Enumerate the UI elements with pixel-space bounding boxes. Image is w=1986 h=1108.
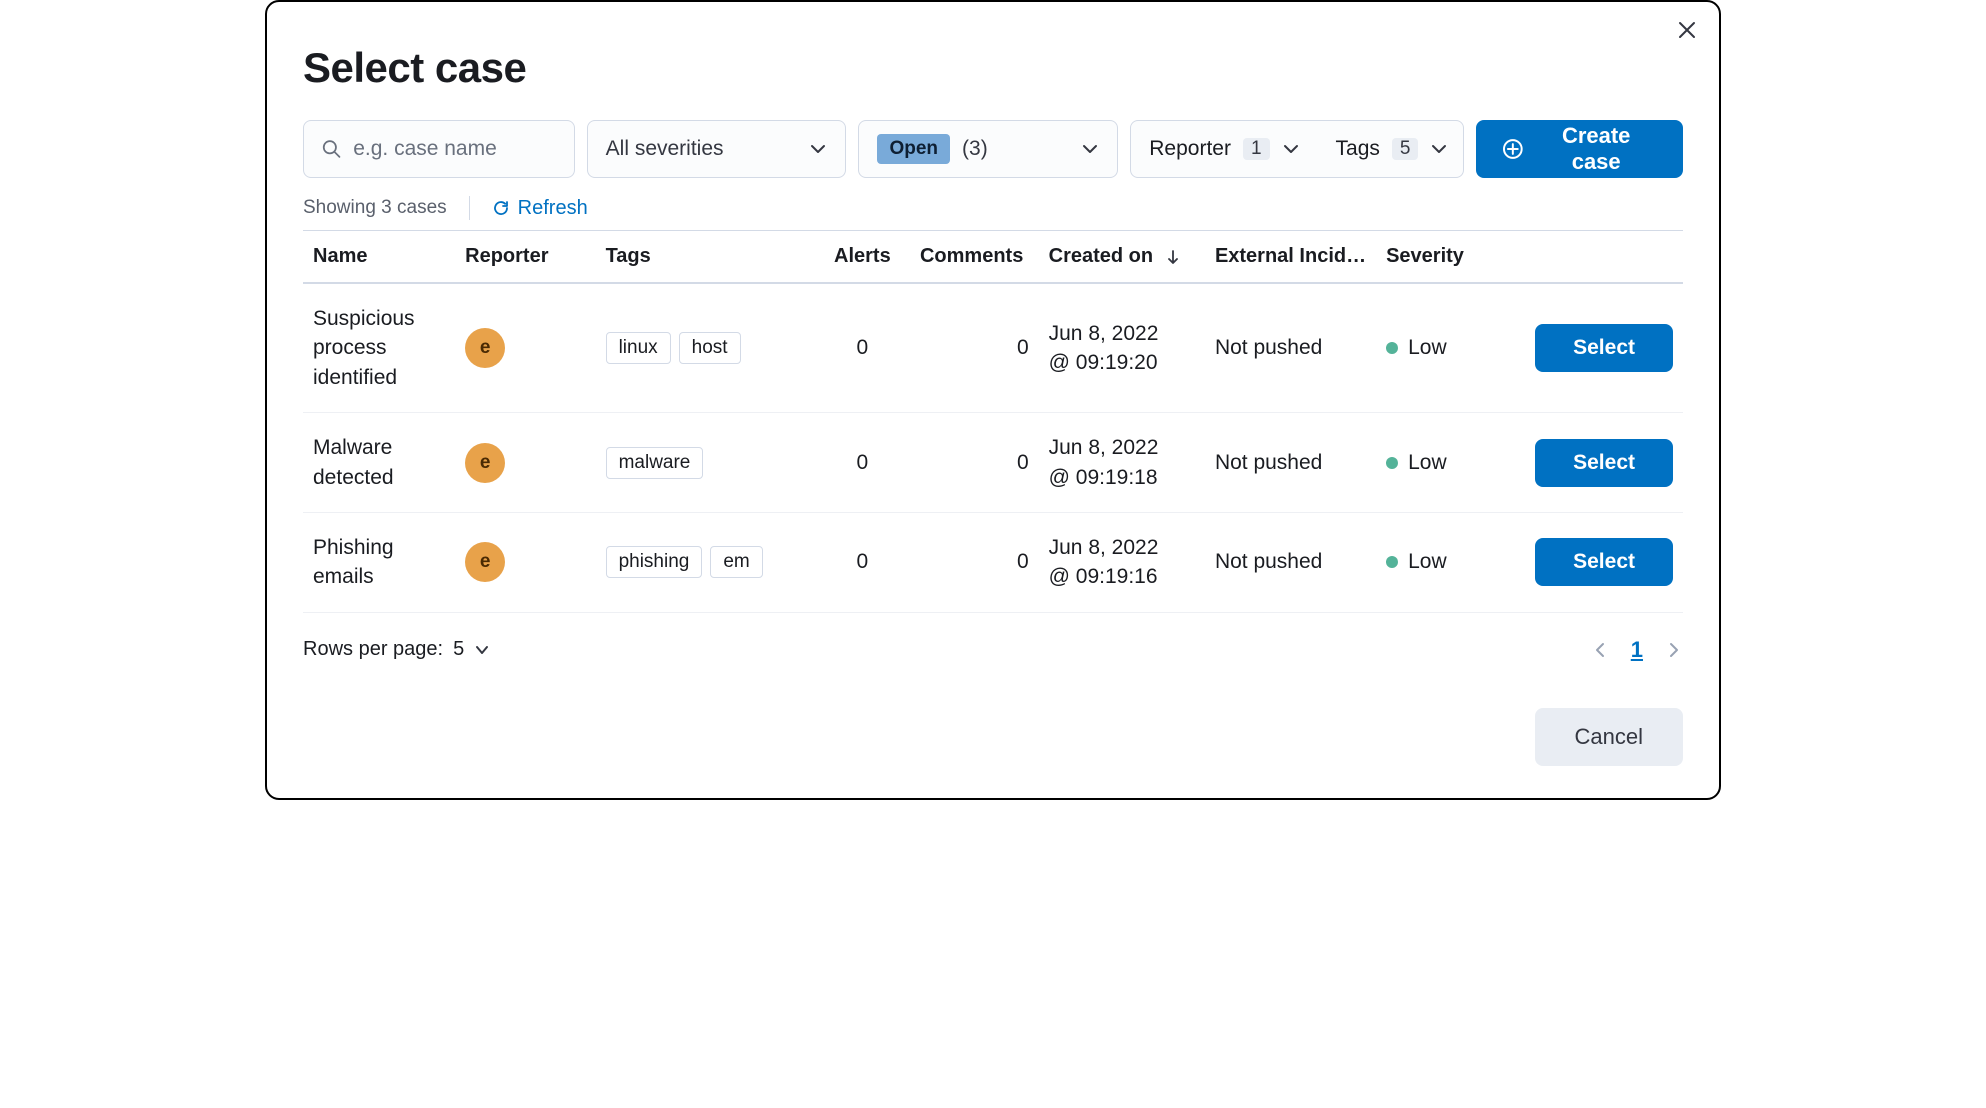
tags-count-badge: 5 [1392, 138, 1419, 160]
header-severity[interactable]: Severity [1376, 231, 1507, 284]
reporter-avatar[interactable]: e [465, 328, 505, 368]
alerts-count: 0 [815, 512, 910, 612]
chevron-down-icon [1282, 140, 1300, 158]
chevron-down-icon [1430, 140, 1448, 158]
tags-filter[interactable]: Tags 5 [1318, 121, 1464, 177]
severity-label: Low [1408, 336, 1447, 360]
select-button[interactable]: Select [1535, 324, 1673, 372]
toolbar: All severities Open (3) Reporter 1 Tags … [303, 120, 1683, 178]
cancel-button[interactable]: Cancel [1535, 708, 1683, 766]
severity-cell: Low [1386, 336, 1497, 360]
created-on: Jun 8, 2022@ 09:19:20 [1039, 283, 1205, 413]
create-case-button[interactable]: Create case [1476, 120, 1683, 178]
search-input[interactable] [351, 136, 555, 162]
external-incident: Not pushed [1205, 283, 1376, 413]
sort-desc-icon [1165, 249, 1181, 265]
table-header-row: Name Reporter Tags Alerts Comments Creat… [303, 231, 1683, 284]
severity-dot-icon [1386, 556, 1398, 568]
severity-cell: Low [1386, 550, 1497, 574]
header-created[interactable]: Created on [1039, 231, 1205, 284]
severity-dot-icon [1386, 342, 1398, 354]
severity-filter[interactable]: All severities [587, 120, 847, 178]
header-alerts[interactable]: Alerts [815, 231, 910, 284]
rows-per-page-value: 5 [453, 638, 464, 661]
cases-table: Name Reporter Tags Alerts Comments Creat… [303, 230, 1683, 613]
next-page-button[interactable] [1665, 641, 1683, 659]
status-pill: Open [877, 134, 950, 164]
prev-page-button[interactable] [1591, 641, 1609, 659]
status-filter[interactable]: Open (3) [858, 120, 1118, 178]
reporter-tags-filter-group: Reporter 1 Tags 5 [1130, 120, 1463, 178]
refresh-button[interactable]: Refresh [492, 197, 588, 220]
alerts-count: 0 [815, 283, 910, 413]
header-reporter[interactable]: Reporter [455, 231, 595, 284]
severity-dot-icon [1386, 457, 1398, 469]
tags-filter-label: Tags [1336, 137, 1380, 161]
table-row: Malware detectedemalware00Jun 8, 2022@ 0… [303, 413, 1683, 513]
header-tags[interactable]: Tags [596, 231, 815, 284]
close-button[interactable] [1677, 20, 1697, 45]
tag-badge[interactable]: linux [606, 332, 671, 364]
rows-per-page-label: Rows per page: [303, 638, 443, 661]
search-input-wrapper[interactable] [303, 120, 575, 178]
chevron-down-icon [809, 140, 827, 158]
select-case-modal: Select case All severities Open (3) Repo… [265, 0, 1721, 800]
pagination: 1 [1591, 637, 1683, 663]
tag-badge[interactable]: phishing [606, 546, 703, 578]
reporter-filter[interactable]: Reporter 1 [1131, 121, 1317, 177]
header-action [1507, 231, 1683, 284]
created-on: Jun 8, 2022@ 09:19:18 [1039, 413, 1205, 513]
comments-count: 0 [910, 283, 1039, 413]
table-row: Suspicious process identified e linuxhost 0… [303, 283, 1683, 413]
status-count: (3) [962, 137, 988, 161]
external-incident: Not pushed [1205, 512, 1376, 612]
reporter-filter-label: Reporter [1149, 137, 1231, 161]
tags-container: linuxhost [606, 332, 766, 364]
modal-footer: Cancel [303, 708, 1683, 766]
alerts-count: 0 [815, 413, 910, 513]
meta-row: Showing 3 cases Refresh [303, 196, 1683, 220]
refresh-icon [492, 199, 510, 217]
case-name[interactable]: Malware detected [313, 433, 445, 492]
reporter-avatar[interactable]: e [465, 443, 505, 483]
header-comments[interactable]: Comments [910, 231, 1039, 284]
comments-count: 0 [910, 413, 1039, 513]
case-name[interactable]: Phishing emails [313, 533, 445, 592]
created-on: Jun 8, 2022@ 09:19:16 [1039, 512, 1205, 612]
tags-container: malware [606, 447, 766, 479]
external-incident: Not pushed [1205, 413, 1376, 513]
tags-container: phishingem [606, 546, 766, 578]
chevron-down-icon [1081, 140, 1099, 158]
chevron-down-icon [474, 642, 490, 658]
tag-badge[interactable]: malware [606, 447, 704, 479]
header-external[interactable]: External Incid… [1205, 231, 1376, 284]
close-icon [1677, 20, 1697, 40]
select-button[interactable]: Select [1535, 538, 1673, 586]
showing-count: Showing 3 cases [303, 197, 447, 219]
comments-count: 0 [910, 512, 1039, 612]
table-row: Phishing emailsephishingem00Jun 8, 2022@… [303, 512, 1683, 612]
severity-label: Low [1408, 451, 1447, 475]
table-footer: Rows per page: 5 1 [303, 637, 1683, 663]
rows-per-page-selector[interactable]: Rows per page: 5 [303, 638, 490, 661]
refresh-label: Refresh [518, 197, 588, 220]
severity-filter-label: All severities [606, 137, 724, 161]
modal-title: Select case [303, 44, 1683, 92]
select-button[interactable]: Select [1535, 439, 1673, 487]
header-name[interactable]: Name [303, 231, 455, 284]
create-case-label: Create case [1535, 123, 1657, 175]
severity-cell: Low [1386, 451, 1497, 475]
tag-badge[interactable]: em [710, 546, 762, 578]
plus-circle-icon [1502, 138, 1524, 160]
reporter-avatar[interactable]: e [465, 542, 505, 582]
tag-badge[interactable]: host [679, 332, 741, 364]
reporter-count-badge: 1 [1243, 138, 1270, 160]
case-name[interactable]: Suspicious process identified [313, 304, 445, 392]
search-icon [322, 138, 341, 160]
current-page[interactable]: 1 [1631, 637, 1643, 663]
meta-divider [469, 196, 470, 220]
severity-label: Low [1408, 550, 1447, 574]
